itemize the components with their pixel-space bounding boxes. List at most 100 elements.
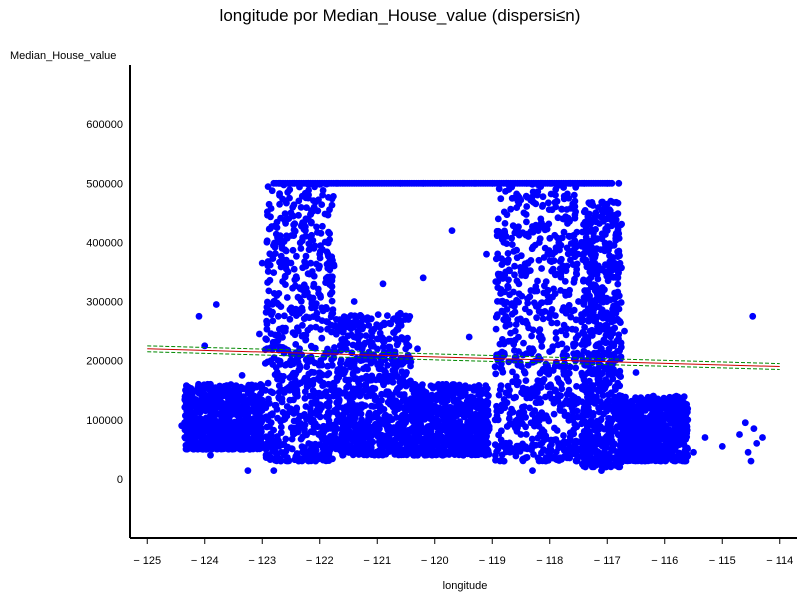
data-point bbox=[538, 219, 545, 227]
data-point bbox=[502, 313, 510, 320]
data-point bbox=[556, 258, 564, 265]
data-point bbox=[317, 402, 324, 409]
data-point bbox=[349, 399, 356, 407]
data-point bbox=[344, 332, 352, 340]
data-point bbox=[481, 416, 489, 424]
data-point bbox=[536, 369, 544, 377]
data-point bbox=[309, 399, 317, 406]
data-point bbox=[572, 326, 579, 333]
data-point bbox=[584, 305, 592, 312]
data-point bbox=[302, 262, 310, 270]
data-point bbox=[383, 388, 391, 396]
data-point bbox=[389, 392, 396, 399]
data-point bbox=[328, 195, 336, 203]
data-point bbox=[527, 419, 535, 427]
data-point bbox=[535, 417, 543, 424]
data-point bbox=[494, 284, 502, 291]
data-point bbox=[343, 340, 351, 347]
data-point bbox=[295, 425, 303, 432]
data-point bbox=[534, 388, 541, 396]
data-point bbox=[374, 361, 381, 369]
data-point bbox=[317, 229, 325, 237]
data-point bbox=[324, 362, 332, 370]
data-point bbox=[556, 272, 564, 279]
data-point bbox=[606, 252, 613, 260]
data-point bbox=[648, 446, 656, 453]
data-point bbox=[391, 351, 399, 358]
data-point bbox=[492, 325, 500, 333]
data-point bbox=[598, 207, 606, 215]
data-point bbox=[570, 231, 578, 239]
data-point bbox=[294, 392, 301, 400]
data-point bbox=[279, 409, 287, 416]
data-point bbox=[608, 318, 616, 326]
data-point bbox=[355, 379, 362, 386]
data-point bbox=[621, 404, 629, 411]
data-point bbox=[479, 398, 487, 406]
data-point bbox=[466, 384, 474, 391]
data-point bbox=[294, 381, 302, 388]
data-point bbox=[578, 420, 585, 428]
data-point bbox=[341, 367, 348, 375]
data-point bbox=[204, 394, 212, 402]
data-point bbox=[418, 385, 426, 393]
data-point bbox=[539, 201, 547, 209]
data-point bbox=[297, 204, 305, 211]
data-point bbox=[671, 445, 679, 452]
data-point bbox=[513, 192, 520, 200]
data-point bbox=[570, 306, 578, 314]
data-point bbox=[356, 403, 364, 410]
data-point bbox=[580, 251, 587, 259]
data-point bbox=[285, 215, 293, 223]
data-point bbox=[395, 401, 403, 409]
data-point bbox=[482, 430, 490, 438]
data-point bbox=[318, 361, 326, 369]
data-point bbox=[612, 231, 620, 239]
data-point bbox=[385, 399, 393, 407]
data-point bbox=[365, 321, 373, 329]
data-point bbox=[484, 407, 492, 414]
data-point bbox=[582, 443, 589, 450]
data-point bbox=[492, 370, 500, 378]
data-point bbox=[283, 199, 290, 207]
data-point bbox=[529, 243, 537, 251]
data-point bbox=[611, 440, 619, 448]
data-point bbox=[380, 335, 387, 343]
data-point bbox=[292, 341, 300, 348]
data-point bbox=[299, 234, 307, 242]
data-point bbox=[459, 450, 467, 458]
data-point bbox=[563, 439, 571, 447]
data-point bbox=[389, 378, 397, 386]
data-point bbox=[572, 316, 580, 324]
data-point bbox=[284, 454, 291, 461]
data-point bbox=[607, 333, 615, 341]
data-point bbox=[276, 190, 283, 198]
data-point bbox=[545, 417, 553, 425]
data-point bbox=[505, 337, 512, 345]
data-point bbox=[445, 389, 453, 396]
data-point bbox=[301, 291, 308, 299]
data-point bbox=[604, 328, 611, 336]
data-point bbox=[613, 293, 620, 301]
data-point bbox=[190, 445, 197, 453]
data-point bbox=[391, 408, 399, 416]
data-point bbox=[308, 357, 315, 365]
data-point bbox=[274, 450, 282, 458]
data-point bbox=[579, 460, 586, 468]
data-point bbox=[540, 376, 548, 383]
data-point bbox=[308, 218, 315, 226]
data-point bbox=[513, 427, 521, 435]
data-point bbox=[581, 323, 588, 331]
data-point bbox=[359, 355, 366, 362]
data-point bbox=[523, 394, 531, 402]
data-point bbox=[309, 387, 317, 394]
data-point bbox=[507, 205, 515, 213]
data-point bbox=[551, 453, 559, 461]
data-point bbox=[513, 246, 520, 254]
data-point bbox=[580, 276, 587, 284]
data-point bbox=[589, 412, 597, 419]
data-point bbox=[495, 391, 503, 399]
data-point bbox=[537, 399, 545, 406]
data-point bbox=[307, 445, 315, 453]
data-point bbox=[505, 256, 512, 264]
